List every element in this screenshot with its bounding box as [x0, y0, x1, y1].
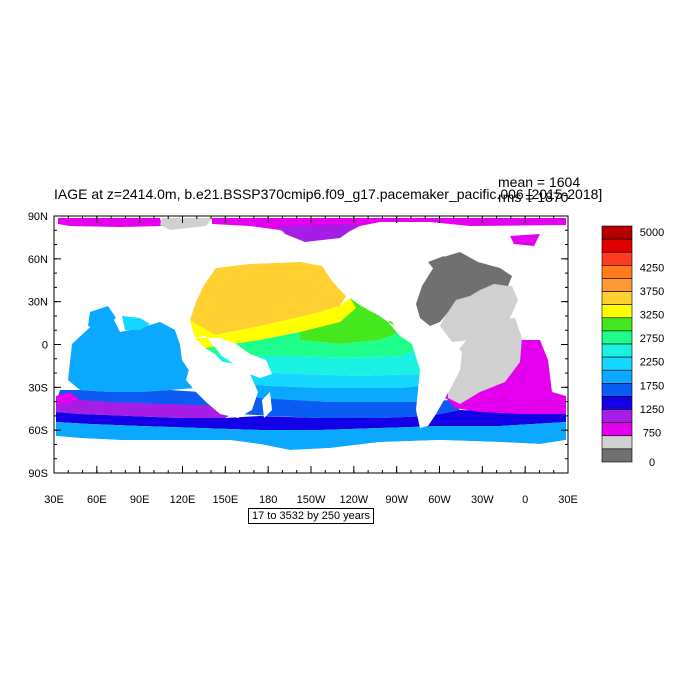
- baffin-grey-mask: [428, 256, 448, 272]
- arctic-purple-region: [278, 224, 360, 242]
- colorbar-swatch: [601, 435, 633, 450]
- ocean-field: [56, 218, 566, 450]
- colorbar-label: 0: [649, 457, 655, 469]
- x-tick-label: 30E: [44, 494, 64, 506]
- equatorial-teal: [205, 332, 420, 358]
- colorbar-swatch: [601, 238, 633, 253]
- colorbar-label: 2250: [640, 357, 664, 369]
- south-pacific-sky: [230, 368, 440, 388]
- colorbar-swatch: [601, 396, 633, 410]
- north-pacific-orange: [190, 262, 346, 335]
- colorbar-swatch: [601, 422, 633, 437]
- south-pacific-blue: [245, 384, 450, 402]
- colorbar-swatch: [601, 343, 633, 358]
- stat-mean: mean = 1604: [498, 174, 581, 190]
- colorbar-label: 750: [643, 428, 661, 440]
- colorbar-label: 5000: [640, 227, 664, 239]
- x-tick-label: 30W: [471, 494, 494, 506]
- colorbar-swatch: [601, 369, 633, 384]
- contour-info-label: 17 to 3532 by 250 years: [248, 508, 375, 524]
- colorbar-label: 2750: [640, 333, 664, 345]
- x-tick-label: 30E: [558, 494, 578, 506]
- colorbar-label: 1250: [640, 404, 664, 416]
- indian-ocean-light: [68, 312, 200, 392]
- arabian-sea-blue: [88, 306, 116, 330]
- x-tick-label: 150E: [212, 494, 238, 506]
- colorbar-label: 4250: [640, 262, 664, 274]
- east-pacific-green: [300, 298, 400, 344]
- colorbar-swatch: [601, 251, 633, 266]
- colorbar-swatch: [601, 383, 633, 397]
- greenland-land: [420, 230, 490, 252]
- arctic-magenta-region-east: [212, 218, 566, 238]
- colorbar-swatch: [601, 409, 633, 423]
- masked-land-grey: [416, 252, 512, 326]
- greenland-grey-mask: [416, 252, 512, 326]
- y-tick-label: 60S: [28, 425, 48, 437]
- colorbar-label: 3250: [640, 310, 664, 322]
- north-pacific-yellow: [190, 298, 356, 348]
- colorbar-labels: 5000 4250 3750 3250 2750 2250 1750 1250 750 0: [640, 227, 664, 469]
- colorbar-swatch: [601, 356, 633, 371]
- indonesia-land: [192, 336, 272, 378]
- southern-ocean-purple: [56, 398, 240, 418]
- colorbar-label: 3750: [640, 286, 664, 298]
- y-tick-label: 90N: [28, 211, 48, 223]
- colorbar-swatch: [601, 278, 633, 292]
- south-pacific-cyan: [215, 348, 440, 376]
- map-title: IAGE at z=2414.0m, b.e21.BSSP370cmip6.f0…: [54, 186, 603, 202]
- x-tick-label: 150W: [297, 494, 326, 506]
- colorbar-swatch: [601, 448, 633, 463]
- arctic-magenta-region: [58, 218, 162, 227]
- colorbar-swatch: [601, 317, 633, 332]
- antarctica-land: [54, 436, 566, 473]
- y-tick-label: 0: [42, 340, 48, 352]
- x-tick-label: 120E: [170, 494, 196, 506]
- colorbar-label: 1750: [640, 380, 664, 392]
- arctic-grey-region: [160, 218, 212, 230]
- colorbar-swatch: [601, 330, 633, 345]
- y-tick-label: 90S: [28, 468, 48, 480]
- indian-ocean-deep: [56, 390, 460, 418]
- africa-land: [56, 246, 186, 380]
- x-tick-label: 60W: [428, 494, 451, 506]
- axis-tick-labels: 30E 60E 90E 120E 150E 180 150W 120W 90W 60W 30W 0 30…: [28, 211, 578, 506]
- southern-ocean-magenta: [56, 392, 80, 404]
- y-tick-label: 30N: [28, 297, 48, 309]
- y-tick-label: 30S: [28, 382, 48, 394]
- colorbar: [601, 225, 633, 463]
- x-tick-label: 60E: [87, 494, 107, 506]
- x-tick-label: 90W: [385, 494, 408, 506]
- colorbar-swatch: [601, 304, 633, 319]
- y-tick-label: 60N: [28, 254, 48, 266]
- arctic-magenta-patch: [510, 234, 540, 246]
- x-tick-label: 0: [522, 494, 528, 506]
- central-america-land: [388, 322, 420, 346]
- colorbar-swatch: [601, 291, 633, 305]
- south-america-land: [412, 338, 462, 428]
- x-tick-label: 180: [259, 494, 277, 506]
- colorbar-swatch: [601, 225, 633, 240]
- land-mask: [54, 230, 566, 473]
- asia-land: [150, 232, 320, 326]
- australia-land: [186, 360, 258, 418]
- south-atlantic-grey: [448, 318, 522, 404]
- southern-ocean-darkblue: [56, 410, 566, 430]
- colorbar-swatch: [601, 265, 633, 279]
- bay-of-bengal-blue: [122, 316, 150, 330]
- europe-land: [512, 248, 566, 300]
- x-tick-label: 120W: [339, 494, 368, 506]
- antarctic-margin-blue: [56, 422, 566, 450]
- stat-rms: rms = 1870: [498, 189, 569, 205]
- axis-ticks: [53, 215, 569, 474]
- new-zealand-land: [262, 392, 272, 418]
- x-tick-label: 90E: [130, 494, 150, 506]
